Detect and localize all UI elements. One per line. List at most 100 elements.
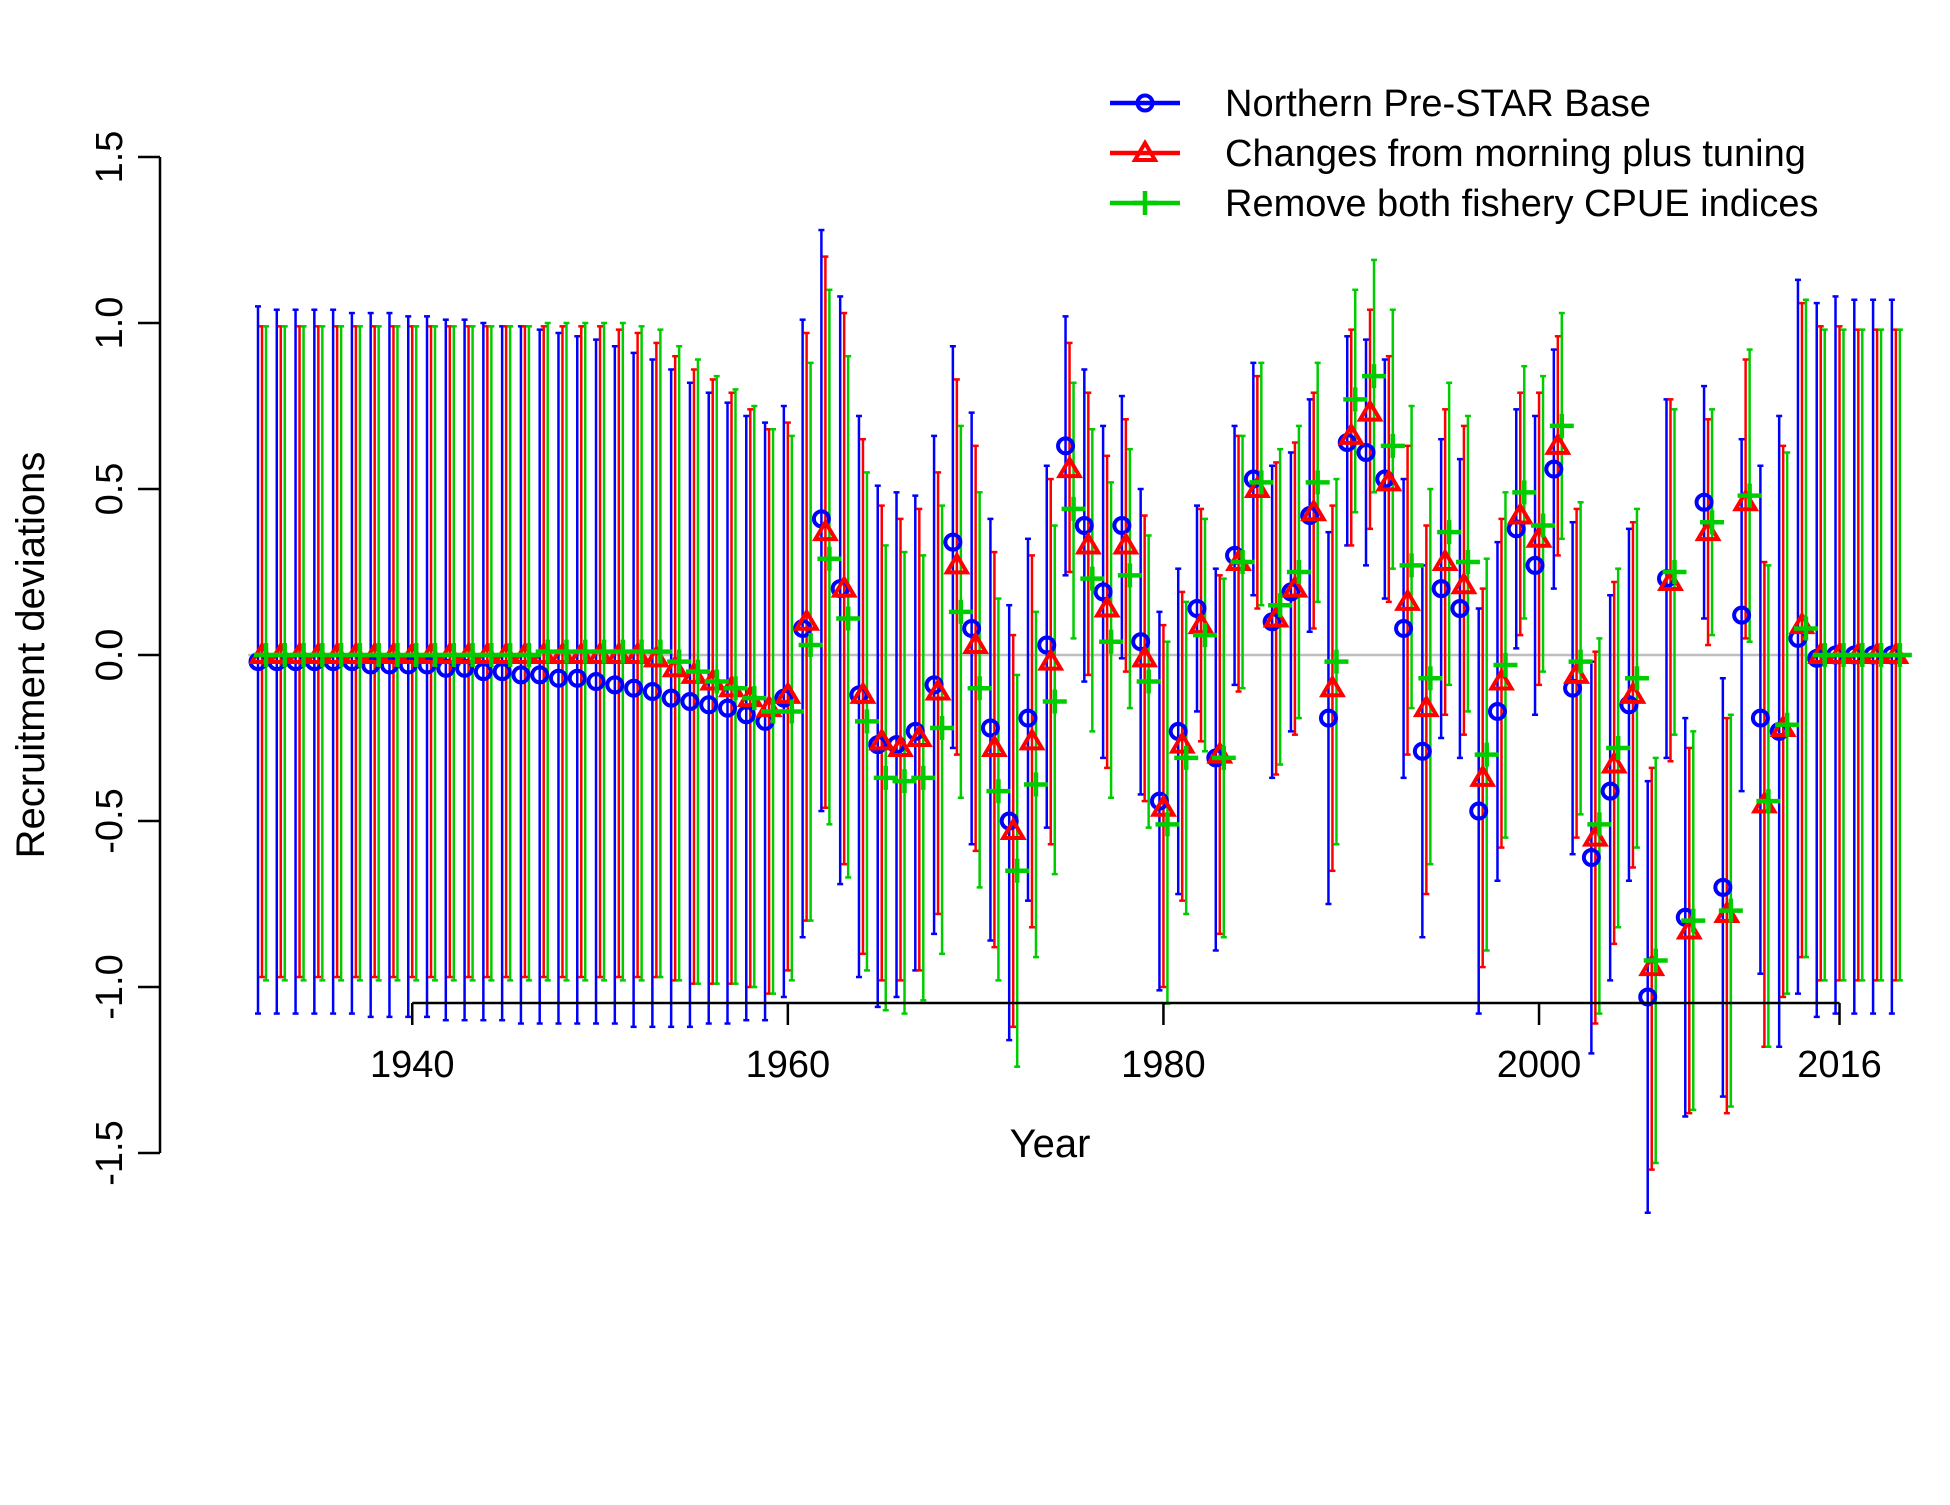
circle-series-point bbox=[1638, 987, 1658, 1007]
plus-series-point bbox=[892, 769, 917, 794]
triangle-series-error-bar bbox=[972, 444, 979, 853]
circle-series-point bbox=[1469, 801, 1489, 821]
circle-series-error-bar bbox=[1794, 278, 1801, 995]
circle-series-point bbox=[1713, 877, 1733, 897]
circle-series-point bbox=[1394, 618, 1414, 638]
circle-series-error-bar bbox=[1625, 527, 1632, 883]
triangle-series-error-bar bbox=[1404, 444, 1411, 756]
plus-series-point bbox=[967, 676, 992, 701]
circle-series-error-bar bbox=[405, 315, 412, 1019]
triangle-series-error-bar bbox=[1648, 766, 1655, 1171]
circle-series-error-bar bbox=[874, 484, 881, 1009]
circle-series-point bbox=[492, 662, 512, 682]
circle-series-error-bar bbox=[517, 325, 524, 1025]
circle-series-error-bar bbox=[255, 305, 261, 1015]
plus-series-point bbox=[1793, 616, 1818, 641]
circle-series-error-bar bbox=[1719, 676, 1726, 1098]
circle-series-point bbox=[680, 691, 700, 711]
triangle-series-error-bar bbox=[1329, 504, 1336, 873]
x-tick-label: 2000 bbox=[1497, 1044, 1582, 1086]
circle-series-error-bar bbox=[1400, 477, 1407, 780]
triangle-series-error-bar bbox=[1254, 374, 1261, 610]
circle-series-point bbox=[1056, 436, 1076, 456]
plus-series-point bbox=[1380, 433, 1405, 458]
triangle-series-point bbox=[1600, 750, 1628, 774]
triangle-series-error-bar bbox=[1723, 716, 1730, 1115]
legend-entry-plus: Remove both fishery CPUE indices bbox=[1110, 183, 1818, 225]
circle-series-error-bar bbox=[762, 421, 769, 1022]
circle-series-error-bar bbox=[480, 321, 487, 1022]
plus-series-point bbox=[948, 599, 973, 624]
circle-series-error-bar bbox=[818, 228, 825, 813]
triangle-series-error-bar bbox=[1141, 514, 1148, 803]
plus-series-point bbox=[1775, 712, 1800, 737]
circle-series-error-bar bbox=[442, 318, 449, 1022]
plus-series-point bbox=[1080, 566, 1105, 591]
triangle-series-point bbox=[924, 677, 952, 701]
triangle-series-point bbox=[1149, 793, 1177, 817]
y-tick-label: 0.5 bbox=[89, 463, 131, 516]
triangle-series-point bbox=[1168, 730, 1196, 754]
circle-series-error-bar bbox=[367, 311, 374, 1019]
error-bars-layer bbox=[255, 228, 1903, 1215]
triangle-series-error-bar bbox=[1629, 520, 1636, 869]
plus-series-point bbox=[1531, 513, 1556, 538]
plus-series-point bbox=[1512, 480, 1537, 505]
circle-series-error-bar bbox=[1194, 504, 1200, 713]
triangle-series-point bbox=[1300, 498, 1328, 522]
circle-series-error-bar bbox=[1701, 384, 1708, 620]
plus-series-point bbox=[704, 669, 729, 694]
plus-series-point bbox=[1455, 550, 1480, 575]
y-tick-label: 1.0 bbox=[89, 297, 131, 350]
triangle-series-point bbox=[1281, 574, 1309, 598]
triangle-series-error-bar bbox=[1517, 391, 1524, 637]
circle-series-error-bar bbox=[1438, 437, 1445, 740]
triangle-series-error-bar bbox=[1667, 398, 1674, 763]
plus-series-point bbox=[1042, 689, 1067, 714]
triangle-series-point bbox=[1037, 647, 1065, 671]
triangle-series-point bbox=[1337, 421, 1365, 445]
triangle-series-point bbox=[793, 607, 821, 631]
circle-series-error-bar bbox=[1682, 716, 1689, 1118]
circle-series-point bbox=[699, 695, 719, 715]
triangle-series-point bbox=[962, 631, 990, 655]
triangle-series-error-bar bbox=[1498, 517, 1505, 849]
triangle-series-error-bar bbox=[859, 437, 866, 956]
plus-series-point bbox=[1324, 649, 1349, 674]
circle-series-error-bar bbox=[1006, 603, 1013, 1042]
circle-series-error-bar bbox=[1813, 301, 1820, 1019]
triangle-series-point bbox=[999, 817, 1027, 840]
plus-series-point bbox=[1568, 649, 1593, 674]
circle-series-point bbox=[567, 668, 587, 688]
triangle-series-point bbox=[943, 551, 971, 575]
plus-series-point bbox=[1268, 593, 1293, 618]
plus-series-point bbox=[1700, 510, 1725, 535]
circle-series-point bbox=[718, 698, 737, 718]
triangle-series-error-bar bbox=[1273, 461, 1280, 776]
plus-series-point bbox=[1887, 643, 1912, 667]
plus-series-point bbox=[1362, 364, 1387, 389]
circle-series-point bbox=[1318, 708, 1338, 728]
plus-series-point bbox=[1286, 560, 1311, 584]
circle-series-error-bar bbox=[536, 328, 543, 1025]
circle-series-point bbox=[548, 668, 568, 688]
triangle-series-error-bar bbox=[1705, 418, 1712, 647]
plus-series-point bbox=[1399, 553, 1424, 578]
triangle-series-error-bar bbox=[1592, 650, 1599, 1025]
circle-series-error-bar bbox=[386, 311, 393, 1019]
legend-marker-triangle bbox=[1131, 139, 1159, 162]
circle-series-error-bar bbox=[593, 338, 600, 1025]
circle-series-error-bar bbox=[1081, 368, 1088, 683]
plus-series-point bbox=[798, 633, 823, 658]
legend: Northern Pre-STAR Base Changes from morni… bbox=[1110, 83, 1818, 225]
circle-series-error-bar bbox=[1532, 414, 1539, 717]
triangle-series-point bbox=[1487, 667, 1515, 691]
circle-series-error-bar bbox=[1306, 398, 1313, 634]
circle-series-point bbox=[661, 688, 681, 708]
triangle-series-point bbox=[1412, 694, 1440, 718]
triangle-series-point bbox=[1074, 531, 1102, 555]
plus-series-point bbox=[1230, 550, 1255, 575]
triangle-series-error-bar bbox=[1198, 507, 1204, 743]
triangle-series-point bbox=[1356, 398, 1384, 422]
